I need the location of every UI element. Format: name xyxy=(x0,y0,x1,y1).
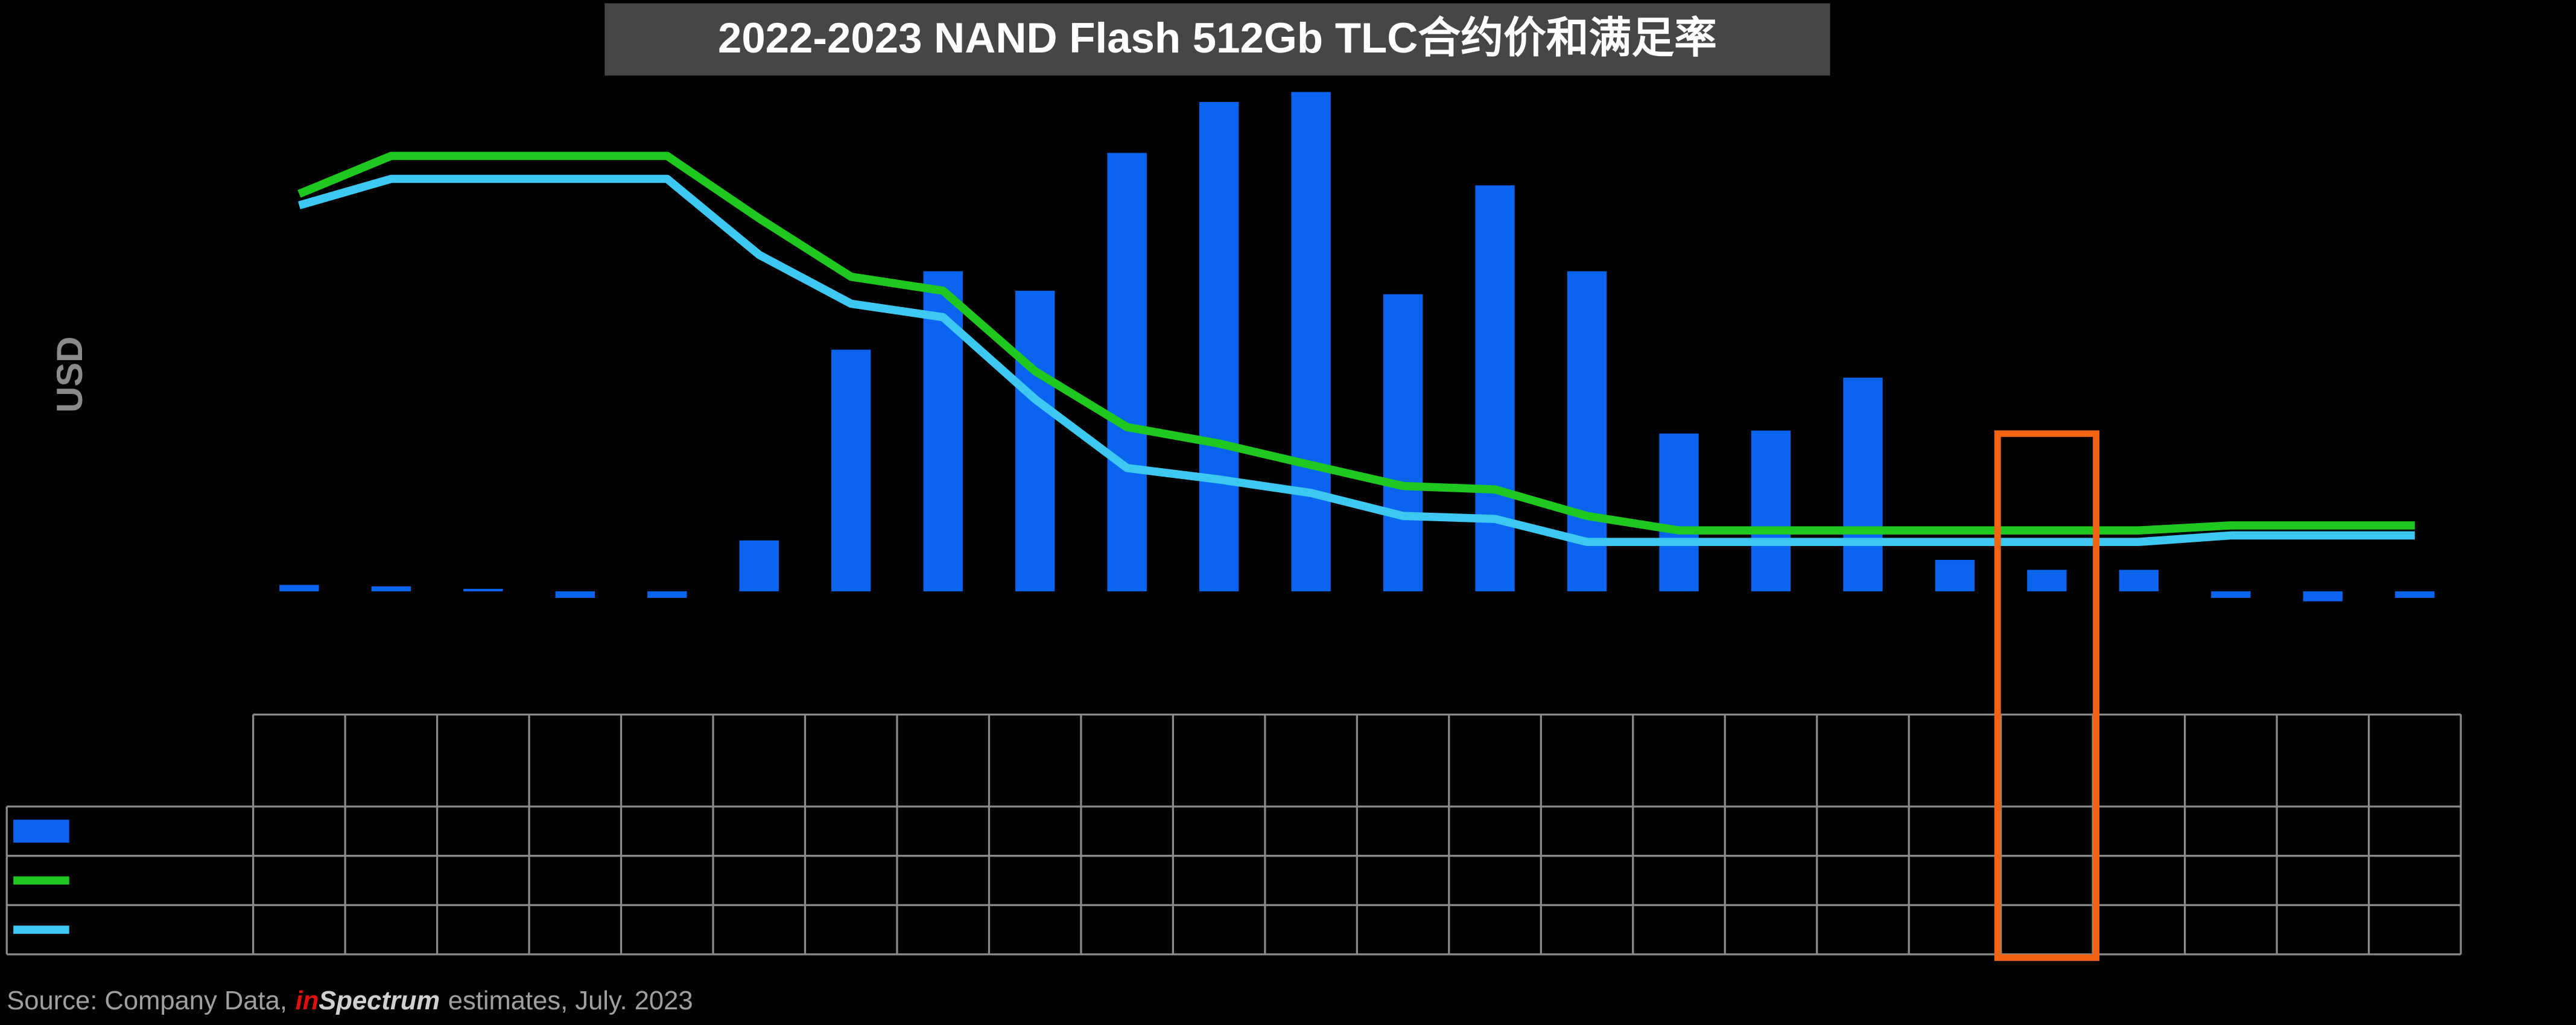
bar xyxy=(1935,560,1975,592)
bar xyxy=(1751,430,1791,592)
bar xyxy=(647,591,687,598)
bar xyxy=(2395,591,2435,598)
source-part: in xyxy=(296,986,319,1015)
source-part: Spectrum xyxy=(319,986,440,1015)
bar xyxy=(831,349,871,592)
chart-title: 2022-2023 NAND Flash 512Gb TLC合约价和满足率 xyxy=(718,14,1717,62)
title-box xyxy=(604,3,1830,76)
bar xyxy=(2027,570,2067,592)
bar xyxy=(555,591,595,598)
bar xyxy=(739,540,779,592)
line xyxy=(298,174,2415,547)
bar xyxy=(1843,377,1883,592)
bar xyxy=(279,585,319,592)
bar xyxy=(1107,153,1147,592)
highlight-box xyxy=(1994,430,2100,961)
bar xyxy=(1199,102,1239,592)
bar xyxy=(2211,591,2251,598)
bar xyxy=(1659,433,1699,592)
bar xyxy=(2119,570,2159,592)
source-part: Source: Company Data, xyxy=(7,986,287,1015)
bar xyxy=(1291,92,1331,592)
bar xyxy=(371,586,411,592)
bar xyxy=(1015,290,1055,592)
source-note: Source: Company Data, inSpectrum estimates… xyxy=(7,986,693,1015)
bar xyxy=(1475,185,1515,592)
line xyxy=(297,151,2415,535)
y-axis-label: USD xyxy=(49,337,90,413)
bar xyxy=(463,589,503,592)
bar xyxy=(1383,294,1423,592)
legend-swatch xyxy=(13,819,69,843)
source-part: estimates, July. 2023 xyxy=(448,986,693,1015)
bar xyxy=(2303,591,2343,601)
